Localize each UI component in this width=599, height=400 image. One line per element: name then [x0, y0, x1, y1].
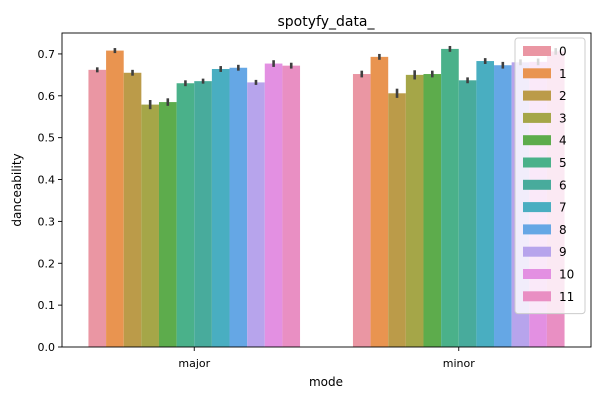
bar-major-key-10	[264, 63, 283, 348]
legend-label: 8	[559, 223, 567, 237]
legend-swatch	[523, 179, 551, 190]
bar-major-key-3	[141, 104, 159, 347]
legend-swatch	[523, 135, 551, 146]
legend: 0 1 2 3 4 5 6 7 8 9 10 11	[514, 37, 586, 315]
legend-label: 1	[559, 67, 567, 81]
bar-minor-key-7	[476, 61, 495, 348]
bar-major-key-1	[106, 50, 124, 347]
bar-minor-key-2	[388, 93, 406, 347]
legend-label: 5	[559, 156, 567, 170]
legend-swatch	[523, 157, 551, 168]
legend-label: 9	[559, 245, 567, 259]
legend-swatch	[523, 291, 551, 302]
plot-frame	[61, 32, 592, 348]
y-tick-label: 0.0	[38, 341, 56, 354]
x-tick-label: minor	[443, 357, 475, 370]
y-tick-label: 0.4	[38, 174, 56, 187]
bar-minor-key-8	[494, 65, 512, 348]
bar-major-key-2	[123, 72, 142, 348]
legend-swatch	[523, 224, 551, 235]
y-tick-label: 0.3	[38, 215, 56, 228]
bar-major-key-9	[247, 82, 265, 348]
bar-major-key-8	[229, 67, 248, 347]
x-axis-label: mode	[309, 375, 343, 389]
bar-minor-key-6	[458, 80, 477, 347]
legend-swatch	[523, 202, 551, 213]
legend-swatch	[523, 46, 551, 56]
legend-label: 0	[559, 45, 567, 59]
chart-title: spotyfy_data_	[277, 14, 375, 30]
bar-minor-key-0	[352, 74, 371, 347]
bar-minor-key-5	[441, 48, 459, 347]
legend-swatch	[523, 68, 551, 79]
plot-area: 0.0 0.1 0.2 0.3 0.4 0.5 0.6 0.7 major minor	[38, 32, 592, 370]
legend-label: 10	[559, 268, 574, 282]
legend-label: 3	[559, 111, 567, 125]
bar-major-key-4	[158, 102, 177, 347]
legend-box	[514, 37, 586, 315]
legend-swatch	[523, 269, 551, 279]
y-axis-label: danceability	[10, 153, 24, 226]
legend-swatch	[523, 90, 551, 101]
bar-minor-key-3	[405, 74, 424, 348]
legend-label: 2	[559, 89, 567, 103]
bar-major-key-0	[88, 69, 107, 347]
y-tick-label: 0.6	[38, 90, 56, 103]
legend-label: 11	[559, 290, 574, 304]
legend-swatch	[523, 112, 551, 123]
bar-minor-key-4	[423, 74, 442, 347]
bar-major-key-6	[194, 81, 212, 348]
x-tick-label: major	[178, 357, 210, 370]
bar-major-key-5	[176, 83, 195, 348]
legend-label: 4	[559, 134, 567, 148]
y-tick-label: 0.7	[38, 48, 56, 61]
y-tick-label: 0.5	[38, 132, 56, 145]
legend-label: 6	[559, 178, 567, 192]
bar-minor-key-1	[370, 56, 389, 348]
y-tick-label: 0.1	[38, 299, 56, 312]
legend-label: 7	[559, 201, 567, 215]
bar-major-key-7	[211, 69, 230, 347]
y-tick-label: 0.2	[38, 257, 56, 270]
legend-swatch	[523, 246, 551, 257]
bar-major-key-11	[282, 65, 301, 347]
